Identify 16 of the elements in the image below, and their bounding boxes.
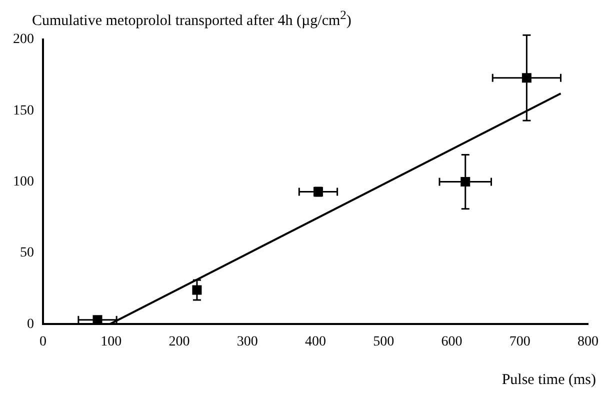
y-tick-label: 150 xyxy=(13,103,34,118)
y-tick-label: 50 xyxy=(20,246,34,261)
x-tick-label: 0 xyxy=(40,334,46,350)
y-tick-label: 0 xyxy=(27,316,34,332)
y-tick-label: 100 xyxy=(13,174,34,190)
x-tick-label: 600 xyxy=(441,334,462,350)
x-axis-title: Pulse time (ms) xyxy=(502,372,596,389)
x-tick-label: 700 xyxy=(509,334,530,350)
x-tick-label: 500 xyxy=(373,334,394,350)
x-tick-label: 200 xyxy=(168,334,190,350)
x-tick-label: 300 xyxy=(236,334,258,350)
x-tick-label: 400 xyxy=(305,334,326,350)
x-tick-label: 800 xyxy=(578,334,598,350)
y-tick-label: 200 xyxy=(13,32,34,48)
y-axis-title: Cumulative metoprolol transported after 4h (µg/cm$^{2}$) xyxy=(32,8,352,30)
x-tick-label: 100 xyxy=(100,334,122,350)
